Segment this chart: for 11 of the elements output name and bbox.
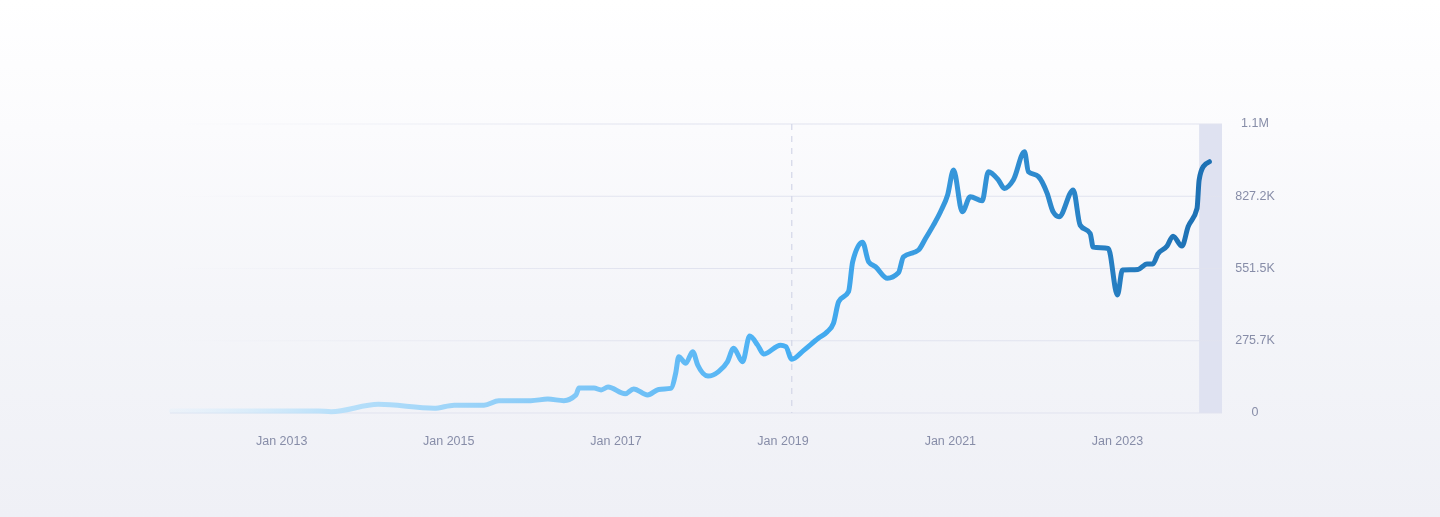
y-tick-label: 1.1M [1241,116,1269,131]
y-tick-label: 827.2K [1235,188,1276,203]
y-tick-label: 551.5K [1235,260,1276,275]
x-tick-label: Jan 2019 [757,434,809,449]
y-tick-label: 275.7K [1235,333,1276,348]
x-tick-label: Jan 2017 [590,434,642,449]
y-tick-label: 0 [1251,405,1259,420]
x-tick-label: Jan 2013 [255,434,308,449]
x-tick-label: Jan 2023 [1091,434,1144,449]
x-tick-label: Jan 2021 [924,434,977,449]
x-tick-label: Jan 2015 [423,434,475,449]
